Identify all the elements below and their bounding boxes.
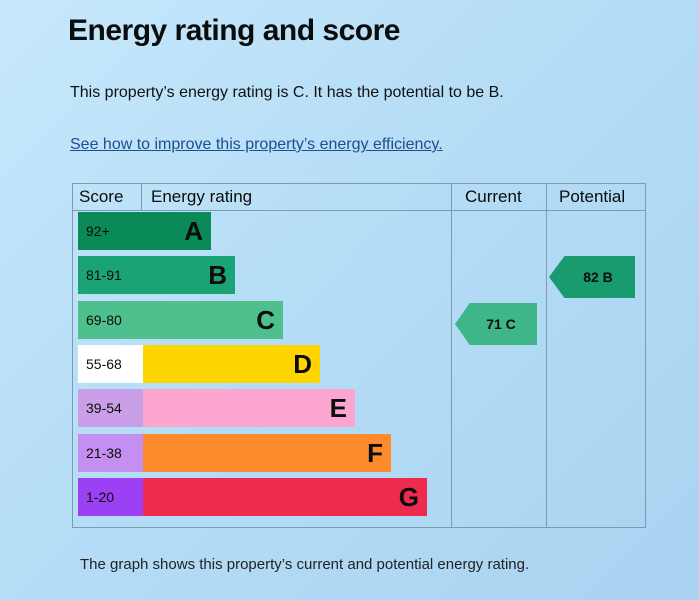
header-energy-rating: Energy rating [151,187,253,206]
improve-link-text[interactable]: See how to improve this property’s energ… [70,136,439,153]
band-letter: G [398,481,419,512]
band-bar-d: D [143,344,320,383]
band-bar-g: G [143,477,427,516]
band-letter: E [329,393,347,424]
band-bar-f: F [143,433,391,472]
band-score: 39-54 [78,389,144,428]
potential-rating-arrow: 82 B [549,256,635,298]
band-bar-a: A [143,212,211,250]
band-bar-e: E [143,389,355,428]
band-score: 92+ [78,212,144,250]
band-letter: F [367,437,383,468]
band-letter: C [256,304,275,335]
band-score: 1-20 [78,477,144,516]
score-column-divider [141,184,142,210]
current-rating-arrow: 71 C [455,303,537,345]
band-bar-c: C [143,300,283,339]
potential-rating-label: 82 B [583,269,613,285]
band-letter: D [293,348,312,379]
band-score: 21-38 [78,433,144,472]
header-current: Current [465,187,522,206]
improve-efficiency-link[interactable]: See how to improve this property’s energ… [70,136,443,154]
page-title: Energy rating and score [68,14,400,47]
band-letter: B [208,260,227,291]
current-rating-label: 71 C [486,316,516,332]
link-period: . [438,136,443,153]
band-score: 55-68 [78,344,144,383]
header-divider [73,210,645,211]
header-score: Score [79,187,124,206]
potential-column-divider [546,184,547,527]
graph-caption: The graph shows this property’s current … [80,556,530,573]
band-score: 69-80 [78,300,144,339]
rating-description: This property’s energy rating is C. It h… [70,84,504,101]
current-column-divider [451,184,452,527]
header-potential: Potential [559,187,626,206]
band-letter: A [184,216,203,246]
band-bar-b: B [143,256,235,295]
energy-rating-table: Score Energy rating Current Potential 92… [72,183,646,528]
band-score: 81-91 [78,256,144,295]
